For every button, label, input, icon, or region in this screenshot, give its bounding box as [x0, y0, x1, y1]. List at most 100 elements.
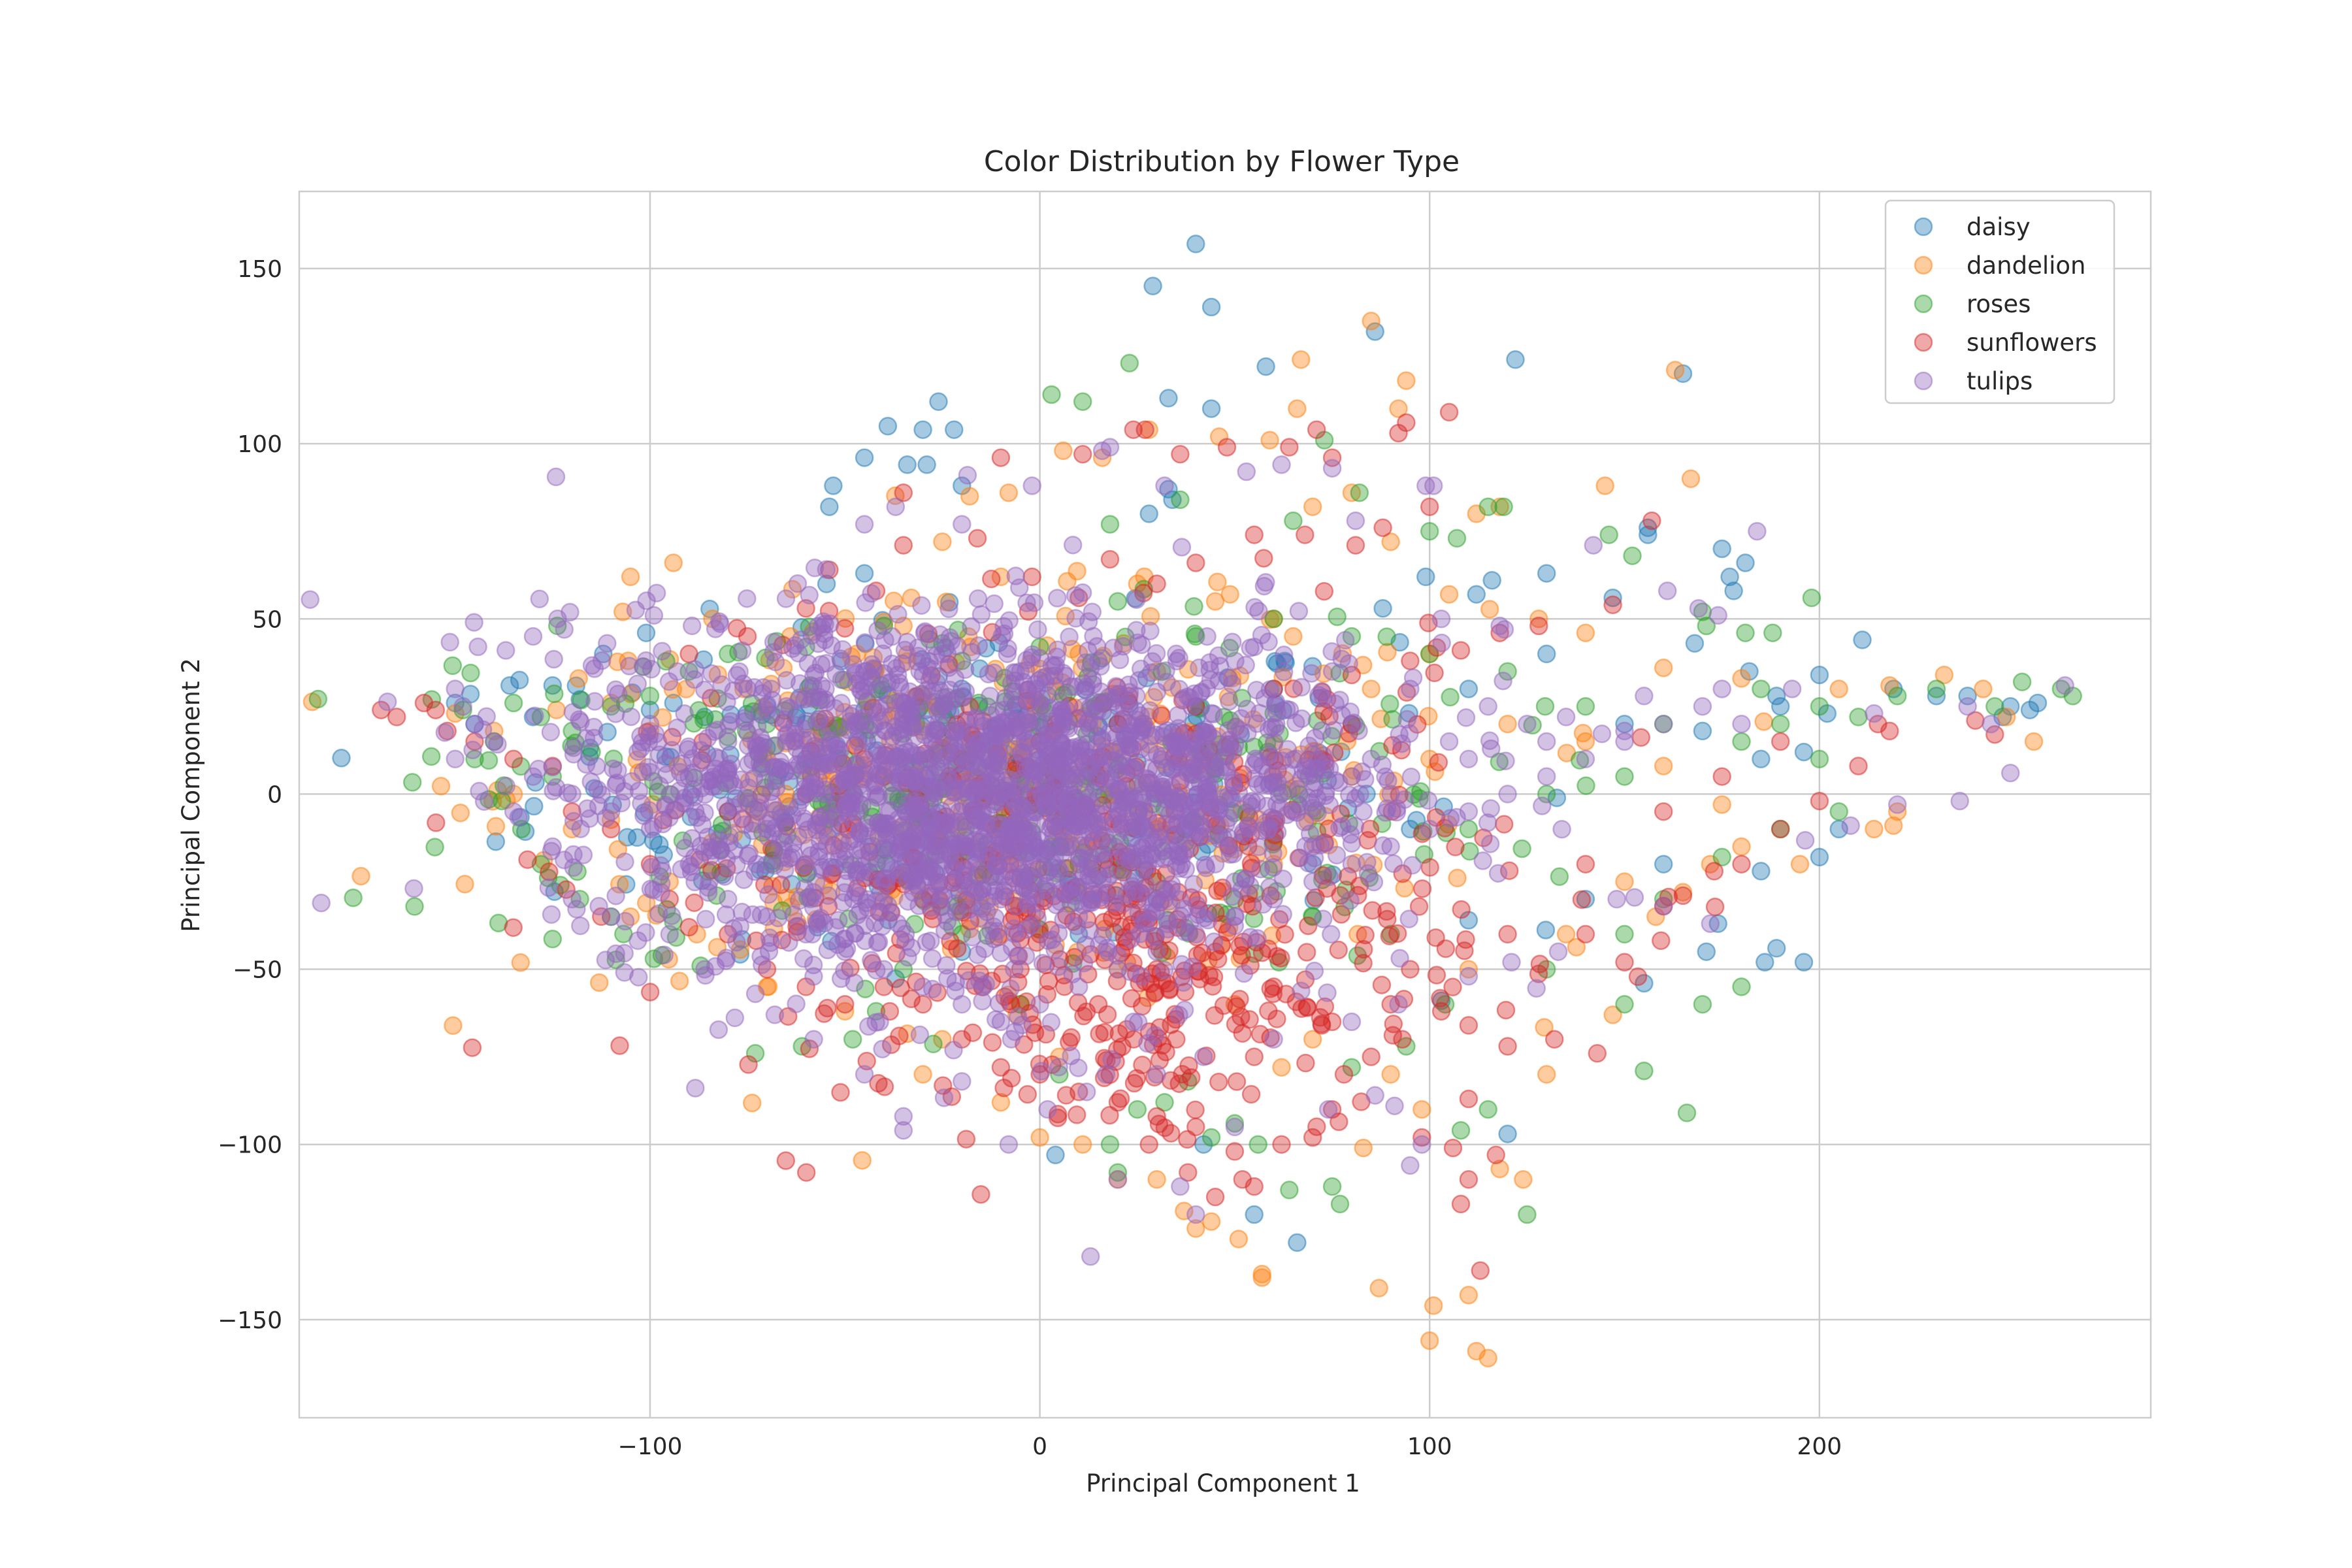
daisy-point	[1482, 571, 1501, 590]
dandelion-point	[1068, 561, 1086, 581]
sunflowers-point	[1771, 732, 1790, 751]
tulips-point	[796, 785, 815, 804]
tulips-point	[1748, 521, 1767, 541]
sunflowers-point	[1100, 549, 1120, 569]
tulips-point	[1480, 731, 1499, 750]
tulips-point	[1481, 799, 1501, 818]
tulips-point	[1222, 789, 1241, 809]
y-tick-label: −100	[218, 1132, 282, 1159]
daisy-point	[1498, 1124, 1517, 1143]
tulips-point	[1051, 773, 1070, 792]
tulips-point	[1264, 749, 1283, 769]
y-tick-label: −50	[233, 957, 282, 984]
tulips-point	[1456, 708, 1476, 727]
tulips-point	[642, 857, 661, 877]
tulips-point	[991, 890, 1011, 909]
roses-point	[1697, 616, 1716, 636]
dandelion-point	[1369, 1279, 1388, 1298]
tulips-point	[919, 766, 938, 785]
tulips-point	[989, 994, 1009, 1013]
tulips-point	[766, 736, 785, 755]
tulips-point	[1199, 749, 1218, 769]
dandelion-point	[664, 553, 683, 572]
dandelion-point	[960, 487, 979, 506]
roses-point	[1535, 696, 1555, 716]
sunflowers-point	[1329, 940, 1348, 960]
tulips-point	[738, 679, 757, 698]
daisy-point	[1771, 697, 1790, 716]
tulips-point	[1120, 683, 1139, 702]
dandelion-point	[1054, 441, 1073, 461]
sunflowers-point	[1603, 595, 1622, 615]
sunflowers-point	[983, 1033, 1002, 1052]
tulips-point	[453, 697, 472, 716]
tulips-point	[1172, 538, 1192, 557]
sunflowers-point	[1654, 802, 1673, 821]
tulips-point	[1104, 638, 1123, 657]
tulips-point	[543, 837, 563, 857]
tulips-point	[745, 862, 764, 881]
tulips-point	[1234, 964, 1254, 983]
dandelion-point	[1292, 350, 1311, 369]
tulips-point	[750, 754, 770, 773]
roses-point	[1802, 588, 1821, 608]
tulips-point	[1322, 662, 1342, 681]
sunflowers-point	[427, 813, 446, 832]
tulips-point	[655, 945, 674, 964]
dandelion-point	[1459, 1286, 1478, 1305]
sunflowers-point	[1264, 977, 1283, 996]
tulips-point	[679, 855, 698, 874]
tulips-point	[894, 1120, 913, 1140]
tulips-point	[925, 724, 944, 743]
tulips-point	[633, 762, 653, 781]
tulips-point	[1390, 725, 1409, 744]
tulips-point	[470, 781, 489, 801]
dandelion-point	[1732, 669, 1751, 688]
daisy-point	[1720, 567, 1739, 587]
tulips-point	[747, 717, 767, 736]
tulips-point	[1341, 890, 1360, 910]
tulips-point	[732, 641, 752, 661]
tulips-point	[1222, 887, 1242, 906]
tulips-point	[1346, 511, 1365, 531]
tulips-point	[765, 1005, 785, 1024]
daisy-point	[1853, 630, 1872, 649]
tulips-point	[542, 905, 561, 924]
tulips-point	[789, 644, 808, 663]
daisy-point	[1693, 721, 1712, 741]
tulips-point	[800, 585, 819, 605]
tulips-point	[1051, 701, 1070, 721]
tulips-point	[867, 776, 887, 795]
daisy-point	[617, 828, 637, 847]
tulips-point	[991, 1012, 1011, 1032]
tulips-point	[1376, 767, 1395, 787]
legend: daisy dandelion roses sunflowers tulips	[1884, 199, 2115, 404]
sunflowers-point	[1642, 511, 1661, 531]
tulips-point	[1049, 957, 1068, 976]
tulips-point	[446, 749, 465, 769]
sunflowers-point	[1346, 536, 1365, 555]
sunflowers-point	[679, 917, 698, 937]
sunflowers-point	[1230, 990, 1249, 1009]
tulips-point	[1202, 704, 1221, 723]
roses-point	[1420, 521, 1439, 541]
roses-point	[405, 897, 424, 916]
sunflowers-point	[1452, 900, 1471, 919]
sunflowers-point	[1186, 1117, 1205, 1137]
daisy-point	[594, 644, 613, 664]
tulips-point	[1147, 890, 1166, 909]
tulips-point	[1313, 721, 1331, 740]
dandelion-point	[1354, 1138, 1373, 1158]
sunflowers-point	[836, 994, 855, 1014]
tulips-point	[1163, 841, 1183, 860]
daisy-point	[1256, 357, 1275, 376]
tulips-point	[1128, 837, 1147, 857]
roses-point	[924, 1034, 943, 1054]
daisy-point	[820, 497, 839, 516]
tulips-point	[953, 1071, 972, 1091]
dandelion-point	[1514, 1170, 1533, 1189]
tulips-point	[1030, 843, 1049, 862]
tulips-point	[1358, 853, 1377, 872]
x-tick-label: −100	[618, 1433, 683, 1460]
roses-point	[1635, 1061, 1654, 1081]
